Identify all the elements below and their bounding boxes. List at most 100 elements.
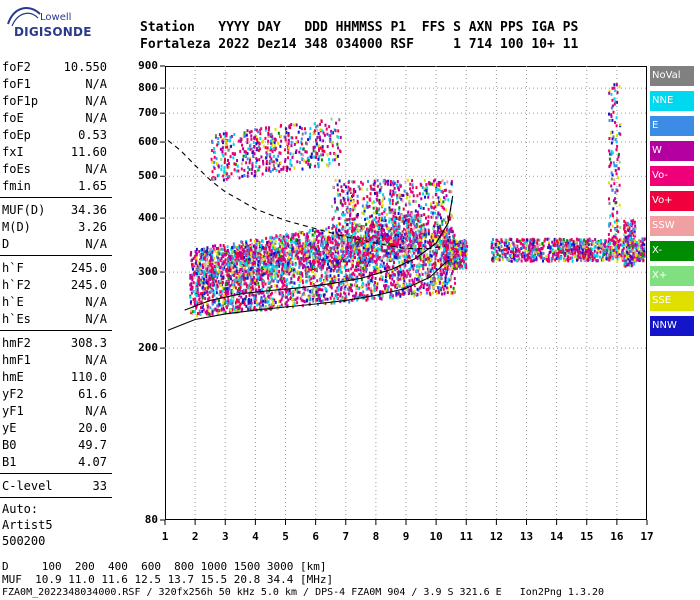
echo-point xyxy=(295,297,298,301)
echo-point xyxy=(316,290,319,294)
echo-point xyxy=(282,243,285,247)
echo-point xyxy=(367,230,370,234)
echo-point xyxy=(359,238,362,242)
echo-point xyxy=(373,296,376,300)
echo-point xyxy=(210,287,213,291)
echo-point xyxy=(216,280,219,284)
echo-point xyxy=(300,298,303,302)
echo-point xyxy=(226,290,229,294)
echo-point xyxy=(293,123,296,127)
echo-point xyxy=(204,265,207,269)
echo-point xyxy=(228,299,231,303)
echo-point xyxy=(299,244,302,248)
echo-point xyxy=(201,275,204,279)
echo-point xyxy=(280,124,283,128)
param-row-yf2: yF2 61.6 xyxy=(0,385,112,402)
echo-point xyxy=(356,252,359,256)
echo-point xyxy=(418,268,421,272)
echo-point xyxy=(385,273,388,277)
echo-point xyxy=(221,139,224,143)
echo-point xyxy=(309,155,312,159)
echo-point xyxy=(439,227,442,231)
echo-point xyxy=(230,302,233,306)
echo-point xyxy=(391,270,394,274)
param-value: N/A xyxy=(85,295,107,309)
echo-point xyxy=(191,285,194,289)
echo-point xyxy=(351,180,354,184)
echo-point xyxy=(222,178,225,182)
echo-point xyxy=(364,236,367,240)
echo-point xyxy=(419,238,422,242)
echo-point xyxy=(431,266,434,270)
echo-point xyxy=(417,224,420,228)
echo-point xyxy=(236,267,239,271)
echo-point xyxy=(432,227,435,231)
echo-point xyxy=(386,269,389,273)
echo-point xyxy=(383,241,386,245)
echo-point xyxy=(369,242,372,246)
echo-point xyxy=(222,301,225,305)
echo-point xyxy=(427,270,430,274)
echo-point xyxy=(325,243,328,247)
echo-point xyxy=(274,146,277,150)
echo-point xyxy=(385,224,388,228)
echo-point xyxy=(325,127,328,131)
echo-point xyxy=(421,229,424,233)
echo-point xyxy=(225,251,228,255)
echo-point xyxy=(230,247,233,251)
echo-point xyxy=(423,258,426,262)
echo-point xyxy=(386,262,389,266)
echo-point xyxy=(266,148,269,152)
echo-point xyxy=(373,230,376,234)
echo-point xyxy=(348,300,351,304)
echo-point xyxy=(277,274,280,278)
echo-point xyxy=(240,167,243,171)
echo-point xyxy=(294,151,297,155)
echo-point xyxy=(323,259,326,263)
echo-point xyxy=(381,198,384,202)
echo-point xyxy=(265,151,268,155)
echo-point xyxy=(355,265,358,269)
echo-point xyxy=(408,202,411,206)
echo-point xyxy=(265,306,268,310)
echo-point xyxy=(256,239,259,243)
echo-point xyxy=(294,263,297,267)
echo-point xyxy=(445,272,448,276)
echo-point xyxy=(286,239,289,243)
echo-point xyxy=(219,290,222,294)
echo-point xyxy=(233,309,236,313)
echo-point xyxy=(306,232,309,236)
echo-point xyxy=(404,264,407,268)
echo-point xyxy=(445,194,448,198)
echo-point xyxy=(315,267,318,271)
echo-point xyxy=(269,295,272,299)
echo-point xyxy=(276,284,279,288)
echo-point xyxy=(265,166,268,170)
echo-point xyxy=(359,268,362,272)
echo-point xyxy=(325,255,328,259)
echo-point xyxy=(210,157,213,161)
echo-point xyxy=(287,257,290,261)
echo-point xyxy=(289,244,292,248)
echo-point xyxy=(298,265,301,269)
echo-point xyxy=(379,234,382,238)
echo-point xyxy=(220,164,223,168)
echo-point xyxy=(353,217,356,221)
echo-point xyxy=(437,228,440,232)
echo-point xyxy=(276,286,279,290)
echo-point xyxy=(222,137,225,141)
echo-point xyxy=(313,122,316,126)
echo-point xyxy=(280,257,283,261)
echo-point xyxy=(351,256,354,260)
echo-point xyxy=(302,291,305,295)
echo-point xyxy=(264,256,267,260)
echo-point xyxy=(244,249,247,253)
echo-point xyxy=(252,251,255,255)
echo-point xyxy=(249,246,252,250)
echo-point xyxy=(320,229,323,233)
echo-point xyxy=(227,158,230,162)
echo-point xyxy=(397,234,400,238)
echo-point xyxy=(358,261,361,265)
echo-point xyxy=(228,265,231,269)
echo-point xyxy=(340,238,343,242)
